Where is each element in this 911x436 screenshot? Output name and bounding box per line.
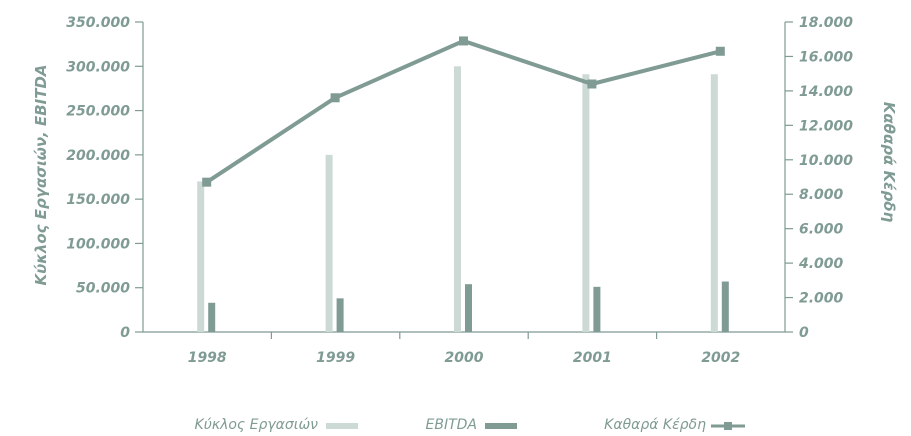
- left-tick-label: 200.000: [66, 148, 130, 164]
- bar-ebitda: [721, 281, 729, 332]
- right-tick-label: 0: [799, 325, 809, 341]
- net-profit-line-path: [205, 38, 721, 184]
- legend-swatch-revenue: [326, 423, 358, 429]
- left-tick-label: 50.000: [76, 281, 130, 297]
- x-axis-ticks: 1998 1999 2000 2001 2002: [188, 332, 740, 366]
- right-axis-ticks: 0 2.000 4.000 6.000 8.000 10.000 12.000 14.000 1…: [785, 15, 853, 341]
- x-tick-label: 1999: [316, 350, 355, 366]
- bar-revenue: [454, 66, 461, 333]
- right-tick-label: 10.000: [799, 153, 853, 169]
- bar-revenue: [325, 154, 333, 332]
- right-tick-label: 6.000: [799, 222, 844, 238]
- bars: [197, 66, 729, 333]
- right-tick-label: 14.000: [799, 84, 853, 100]
- right-tick-label: 8.000: [799, 187, 844, 203]
- right-tick-label: 4.000: [798, 256, 844, 272]
- net-profit-point: [330, 93, 340, 103]
- left-tick-label: 300.000: [66, 59, 130, 75]
- bar-ebitda: [208, 302, 216, 332]
- legend-label-net-profit: Καθαρά Κέρδη: [604, 417, 706, 433]
- left-axis-ticks: 0 50.000 100.000 150.000 200.000 250.000 300.0…: [66, 15, 143, 341]
- net-profit-point: [459, 36, 468, 46]
- legend-swatch-net-profit-marker: [724, 422, 732, 430]
- x-tick-label: 2000: [445, 350, 484, 366]
- bar-revenue: [197, 181, 205, 332]
- bar-revenue: [710, 74, 718, 332]
- legend-swatch-ebitda: [485, 423, 517, 429]
- legend-label-ebitda: EBITDA: [426, 417, 478, 433]
- net-profit-point: [587, 79, 597, 89]
- net-profit-line: [202, 36, 725, 187]
- left-tick-label: 0: [120, 325, 130, 341]
- left-tick-label: 100.000: [66, 236, 130, 252]
- right-axis-title: Καθαρά Κέρδη: [880, 102, 898, 223]
- x-tick-label: 2001: [573, 350, 612, 366]
- bar-ebitda: [593, 286, 601, 332]
- bar-revenue: [582, 74, 590, 332]
- right-tick-label: 2.000: [799, 291, 844, 307]
- legend: Κύκλος Εργασιών EBITDA Καθαρά Κέρδη: [195, 417, 745, 433]
- x-tick-label: 2002: [701, 350, 740, 366]
- bar-ebitda: [465, 284, 472, 332]
- bar-ebitda: [336, 298, 344, 332]
- legend-label-revenue: Κύκλος Εργασιών: [195, 417, 319, 433]
- left-tick-label: 150.000: [66, 192, 130, 208]
- x-tick-label: 1998: [188, 350, 227, 366]
- axes: [142, 22, 786, 333]
- right-tick-label: 16.000: [799, 49, 853, 65]
- left-axis-title: Κύκλος Εργασιών, EBITDA: [32, 64, 50, 285]
- right-tick-label: 18.000: [799, 15, 853, 31]
- left-tick-label: 350.000: [66, 15, 130, 31]
- left-tick-label: 250.000: [66, 104, 130, 120]
- net-profit-point: [202, 177, 212, 187]
- right-tick-label: 12.000: [799, 118, 853, 134]
- net-profit-point: [715, 46, 725, 56]
